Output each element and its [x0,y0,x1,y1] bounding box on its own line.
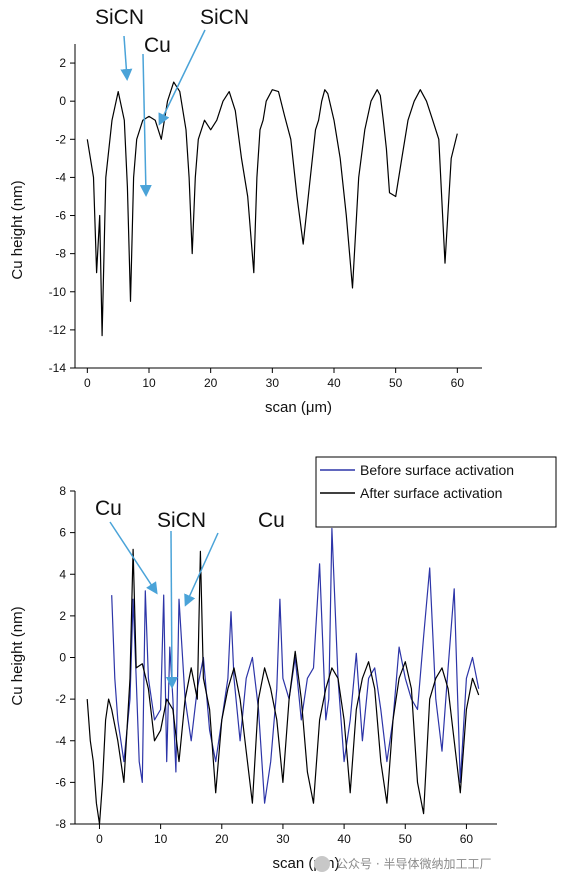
x-tick-label: 50 [389,376,403,390]
x-tick-label: 30 [266,376,280,390]
y-tick-label: -2 [55,132,66,146]
y-tick-label: -4 [55,170,66,184]
y-tick-label: -4 [55,734,66,748]
arrow-cu [139,53,152,197]
x-tick-label: 40 [327,376,341,390]
y-tick-label: -14 [49,361,67,375]
y-tick-label: -6 [55,775,66,789]
x-tick-label: 30 [276,832,290,846]
annotation-cu: Cu [144,34,171,57]
annotation-sicn-left: SiCN [95,6,144,29]
y-tick-label: 0 [59,94,66,108]
watermark-text: 公众号 · 半导体微纳加工工厂 [336,857,491,871]
y-tick-label: 4 [59,567,66,581]
arrow-sicn-right [158,29,206,126]
y-tick-label: -8 [55,247,66,261]
y-tick-label: -6 [55,209,66,223]
x-tick-label: 50 [399,832,413,846]
y-tick-label: 2 [59,609,66,623]
arrow-cu-left [109,521,158,595]
annotation-sicn: SiCN [157,509,206,532]
y-axis-title: Cu height (nm) [9,180,26,279]
y-tick-label: -2 [55,692,66,706]
x-tick-label: 0 [96,832,103,846]
annotation-cu-right: Cu [258,509,285,532]
arrow-cu-right [184,532,219,607]
x-tick-label: 10 [154,832,168,846]
legend-label-after: After surface activation [360,485,502,501]
x-tick-label: 20 [215,832,229,846]
watermark: 公众号 · 半导体微纳加工工厂 [314,856,491,872]
y-axis-title: Cu height (nm) [9,606,26,705]
series-line-before [111,527,480,804]
y-tick-label: -12 [49,323,67,337]
y-tick-label: -8 [55,817,66,831]
series-line [86,81,458,337]
x-tick-label: 20 [204,376,218,390]
y-tick-label: 0 [59,651,66,665]
x-tick-label: 10 [142,376,156,390]
arrow-sicn [165,530,178,689]
legend-label-before: Before surface activation [360,462,514,478]
annotation-sicn-right: SiCN [200,6,249,29]
arrow-sicn-left [120,35,133,81]
y-tick-label: -10 [49,285,67,299]
x-tick-label: 60 [451,376,465,390]
series-line-after [86,548,480,825]
x-tick-label: 0 [84,376,91,390]
legend-box [315,456,557,528]
y-tick-label: 2 [59,56,66,70]
x-tick-label: 40 [337,832,351,846]
legend: Before surface activation After surface … [315,456,557,528]
wechat-logo-icon [314,856,330,872]
x-tick-label: 60 [460,832,474,846]
y-tick-label: 8 [59,484,66,498]
annotation-cu-left: Cu [95,497,122,520]
x-axis-title: scan (μm) [265,399,332,416]
y-tick-label: 6 [59,526,66,540]
